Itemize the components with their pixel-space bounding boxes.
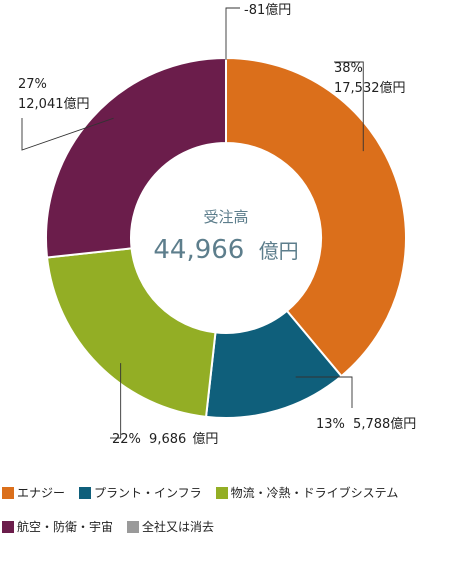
label-energy-unit: 億円: [380, 80, 406, 96]
leader-adjustment: [225, 7, 240, 60]
center-unit: 億円: [259, 239, 299, 263]
slice-energy: [225, 56, 407, 378]
legend-label-aerospace: 航空・防衛・宇宙: [17, 520, 114, 534]
legend-label-plant: プラント・インフラ: [94, 486, 202, 500]
leader-plant: [295, 376, 353, 408]
label-logistics-number: 9,686: [149, 432, 186, 447]
leader-lines: [21, 7, 364, 439]
label-adjustment-unit: 億円: [265, 2, 291, 18]
label-energy-percent: 38%: [334, 61, 363, 76]
legend-item-aerospace: 航空・防衛・宇宙: [2, 520, 113, 534]
label-aerospace-percent: 27%: [18, 77, 47, 92]
legend-swatch-energy: [2, 487, 14, 499]
label-energy-number: 17,532: [334, 81, 380, 96]
label-plant-unit: 億円: [390, 416, 416, 432]
legend-row-2: 航空・防衛・宇宙 全社又は消去: [2, 520, 448, 534]
legend-item-energy: エナジー: [2, 486, 65, 500]
legend-swatch-plant: [79, 487, 92, 499]
slice-aerospace: [45, 56, 227, 259]
label-logistics: 22% 9,686 億円: [112, 431, 218, 447]
label-logistics-percent: 22%: [112, 432, 141, 447]
label-plant-percent: 13%: [316, 417, 345, 432]
center-total: 44,966 億円: [153, 235, 298, 265]
legend: エナジー プラント・インフラ 物流・冷熱・ドライブシステム 航空・防衛・宇宙 全…: [2, 486, 448, 554]
legend-row-1: エナジー プラント・インフラ 物流・冷熱・ドライブシステム: [2, 486, 448, 500]
center-title: 受注高: [203, 208, 248, 226]
label-aerospace-value: 12,041億円: [18, 96, 90, 112]
legend-item-plant: プラント・インフラ: [79, 486, 202, 500]
label-plant-number: 5,788: [353, 417, 390, 432]
legend-swatch-adjustment: [127, 521, 140, 533]
legend-label-energy: エナジー: [17, 486, 66, 500]
leader-logistics: [110, 363, 122, 439]
pie-slices: [45, 56, 407, 419]
legend-label-logistics: 物流・冷熱・ドライブシステム: [230, 486, 399, 500]
slice-logistics: [45, 247, 217, 418]
legend-swatch-aerospace: [2, 521, 14, 533]
legend-item-logistics: 物流・冷熱・ドライブシステム: [215, 486, 399, 500]
legend-label-adjustment: 全社又は消去: [142, 520, 215, 534]
label-plant: 13% 5,788億円: [316, 416, 416, 432]
center-value: 44,966: [153, 235, 244, 265]
label-energy-value: 17,532億円: [334, 80, 406, 96]
label-aerospace-number: 12,041: [18, 97, 64, 112]
label-logistics-unit: 億円: [192, 431, 218, 447]
legend-swatch-logistics: [215, 487, 228, 499]
label-aerospace-unit: 億円: [64, 96, 90, 112]
leader-energy: [334, 61, 364, 152]
label-adjustment-value: -81: [244, 3, 265, 18]
legend-item-adjustment: 全社又は消去: [127, 520, 214, 534]
label-adjustment: -81億円: [244, 2, 291, 18]
leader-aerospace: [21, 117, 114, 151]
